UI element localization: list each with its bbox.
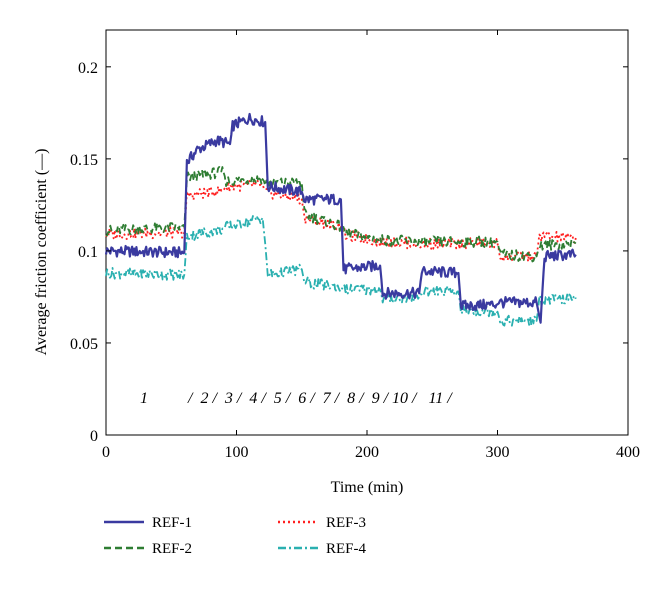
legend-label-ref-2: REF-2 (152, 541, 192, 557)
x-tick-label: 200 (355, 444, 379, 461)
y-tick-label: 0.15 (70, 152, 98, 169)
y-axis-label: Average friction coefficient (—) (33, 149, 50, 356)
ticks-layer: 0 100 200 300 400 0 0.05 0.1 0.15 0.2 (70, 30, 640, 461)
legend-label-ref-4: REF-4 (326, 541, 367, 557)
legend-label-ref-1: REF-1 (152, 515, 192, 531)
series-line-ref-4 (105, 215, 577, 327)
y-tick-label: 0.05 (70, 336, 98, 353)
y-tick-label: 0.2 (78, 60, 98, 77)
stage-annotation: 1 / 2 / 3 / 4 / 5 / 6 / 7 / 8 / 9 / 10 /… (140, 390, 453, 407)
legend: REF-1 REF-2 REF-3 REF-4 (104, 515, 367, 557)
x-tick-label: 0 (102, 444, 110, 461)
x-axis-label: Time (min) (331, 479, 404, 496)
series-line-ref-1 (104, 112, 577, 324)
x-tick-label: 400 (616, 444, 640, 461)
y-tick-label: 0.1 (78, 244, 98, 261)
y-tick-label: 0 (90, 428, 98, 445)
x-tick-label: 300 (486, 444, 510, 461)
legend-label-ref-3: REF-3 (326, 515, 366, 531)
x-tick-label: 100 (225, 444, 249, 461)
series-layer (104, 112, 577, 327)
